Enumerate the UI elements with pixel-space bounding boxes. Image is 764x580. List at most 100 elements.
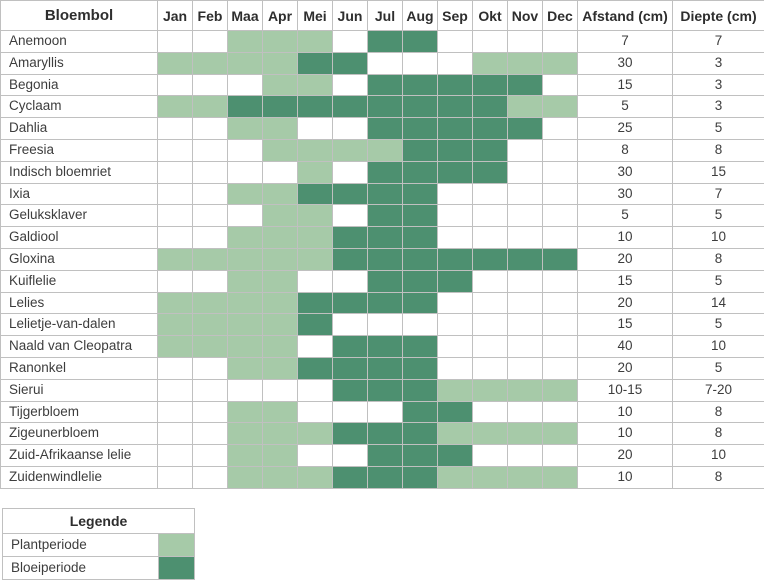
month-cell-empty xyxy=(472,335,508,358)
month-cell-empty xyxy=(507,30,543,53)
month-cell-empty xyxy=(437,204,473,228)
month-cell-bloeiperiode xyxy=(472,160,508,184)
month-cell-empty xyxy=(297,378,333,402)
month-cell-empty xyxy=(192,444,228,467)
month-cell-plantperiode xyxy=(157,335,193,358)
diepte-value: 3 xyxy=(672,73,764,97)
month-cell-bloeiperiode xyxy=(297,291,333,315)
diepte-value: 10 xyxy=(672,226,764,249)
diepte-value: 8 xyxy=(672,247,764,271)
afstand-value: 20 xyxy=(577,356,673,380)
table-row: Dahlia 25 5 xyxy=(0,117,764,140)
month-cell-empty xyxy=(332,73,368,97)
row-label: Lelietje-van-dalen xyxy=(0,313,158,337)
month-cell-bloeiperiode xyxy=(332,247,368,271)
month-cell-bloeiperiode xyxy=(332,95,368,119)
month-cell-plantperiode xyxy=(262,313,298,337)
month-cell-empty xyxy=(542,400,578,424)
month-cell-plantperiode xyxy=(192,95,228,119)
afstand-value: 20 xyxy=(577,247,673,271)
month-cell-empty xyxy=(367,400,403,424)
month-cell-bloeiperiode xyxy=(402,444,438,467)
month-cell-empty xyxy=(332,269,368,293)
month-cell-bloeiperiode xyxy=(402,30,438,53)
month-cell-bloeiperiode xyxy=(402,95,438,119)
diepte-value: 3 xyxy=(672,51,764,75)
month-cell-plantperiode xyxy=(472,465,508,489)
month-cell-plantperiode xyxy=(507,95,543,119)
month-cell-empty xyxy=(157,269,193,293)
month-cell-empty xyxy=(157,465,193,489)
month-cell-plantperiode xyxy=(262,247,298,271)
month-cell-bloeiperiode xyxy=(297,182,333,206)
bulb-table: Bloembol Jan Feb Maa Apr Mei Jun Jul Aug Sep Okt N… xyxy=(0,0,764,489)
month-cell-plantperiode xyxy=(262,204,298,228)
month-cell-empty xyxy=(227,160,263,184)
afstand-value: 15 xyxy=(577,73,673,97)
month-cell-bloeiperiode xyxy=(367,73,403,97)
month-cell-bloeiperiode xyxy=(367,378,403,402)
month-cell-plantperiode xyxy=(262,138,298,162)
month-cell-empty xyxy=(157,422,193,446)
month-cell-plantperiode xyxy=(262,422,298,446)
month-cell-bloeiperiode xyxy=(367,465,403,489)
month-cell-plantperiode xyxy=(192,51,228,75)
month-cell-plantperiode xyxy=(157,247,193,271)
month-cell-plantperiode xyxy=(227,247,263,271)
month-cell-plantperiode xyxy=(262,30,298,53)
month-cell-plantperiode xyxy=(262,335,298,358)
month-cell-plantperiode xyxy=(542,465,578,489)
month-cell-plantperiode xyxy=(227,30,263,53)
month-cell-empty xyxy=(472,226,508,249)
month-cell-plantperiode xyxy=(297,422,333,446)
month-cell-bloeiperiode xyxy=(472,247,508,271)
month-cell-empty xyxy=(227,73,263,97)
month-cell-bloeiperiode xyxy=(402,465,438,489)
month-cell-bloeiperiode xyxy=(437,95,473,119)
table-row: Kuiflelie 15 5 xyxy=(0,269,764,293)
month-cell-bloeiperiode xyxy=(402,400,438,424)
afstand-value: 5 xyxy=(577,204,673,228)
month-cell-bloeiperiode xyxy=(367,335,403,358)
column-header-month-mei: Mei xyxy=(297,0,333,31)
row-label: Ixia xyxy=(0,182,158,206)
month-cell-empty xyxy=(332,313,368,337)
diepte-value: 5 xyxy=(672,204,764,228)
month-cell-bloeiperiode xyxy=(437,73,473,97)
diepte-value: 10 xyxy=(672,444,764,467)
month-cell-bloeiperiode xyxy=(402,138,438,162)
month-cell-bloeiperiode xyxy=(402,269,438,293)
month-cell-bloeiperiode xyxy=(367,269,403,293)
afstand-value: 15 xyxy=(577,313,673,337)
month-cell-empty xyxy=(332,30,368,53)
month-cell-empty xyxy=(367,51,403,75)
month-cell-plantperiode xyxy=(227,291,263,315)
row-label: Indisch bloemriet xyxy=(0,160,158,184)
month-cell-bloeiperiode xyxy=(472,117,508,140)
month-cell-bloeiperiode xyxy=(507,73,543,97)
month-cell-empty xyxy=(437,226,473,249)
month-cell-bloeiperiode xyxy=(332,182,368,206)
month-cell-empty xyxy=(192,182,228,206)
month-cell-empty xyxy=(192,204,228,228)
diepte-value: 10 xyxy=(672,335,764,358)
legend-item-label: Plantperiode xyxy=(2,533,159,557)
month-cell-bloeiperiode xyxy=(402,204,438,228)
month-cell-empty xyxy=(437,313,473,337)
month-cell-plantperiode xyxy=(297,204,333,228)
month-cell-bloeiperiode xyxy=(437,400,473,424)
month-cell-empty xyxy=(542,335,578,358)
month-cell-bloeiperiode xyxy=(332,51,368,75)
month-cell-bloeiperiode xyxy=(437,269,473,293)
month-cell-bloeiperiode xyxy=(402,378,438,402)
afstand-value: 10 xyxy=(577,465,673,489)
month-cell-plantperiode xyxy=(297,465,333,489)
month-cell-bloeiperiode xyxy=(402,182,438,206)
month-cell-empty xyxy=(157,138,193,162)
row-label: Geluksklaver xyxy=(0,204,158,228)
row-label: Galdiool xyxy=(0,226,158,249)
month-cell-bloeiperiode xyxy=(472,95,508,119)
column-header-month-maa: Maa xyxy=(227,0,263,31)
table-row: Amaryllis 30 3 xyxy=(0,51,764,75)
row-label: Tijgerbloem xyxy=(0,400,158,424)
